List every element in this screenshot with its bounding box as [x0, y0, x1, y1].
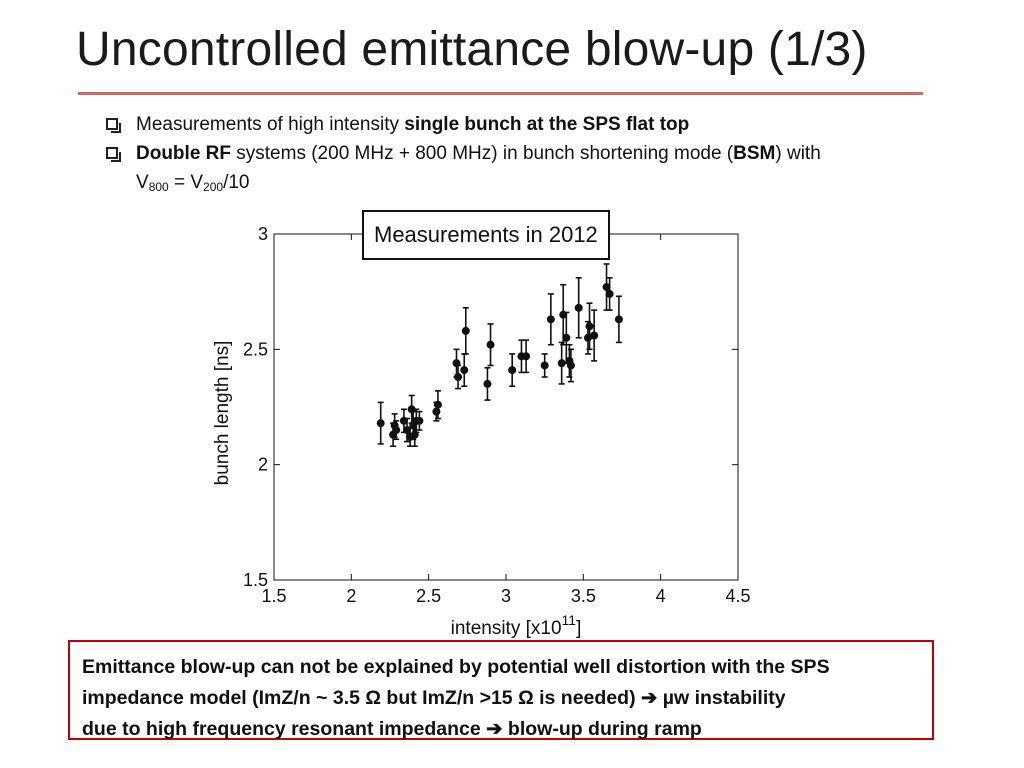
y-tick-label: 3: [258, 224, 268, 244]
y-tick-label: 2.5: [243, 339, 268, 359]
x-axis-label-exponent: 11: [562, 612, 577, 628]
formula-sub-200: 200: [203, 180, 224, 194]
conclusion-line-2: impedance model (ImZ/n ~ 3.5 Ω but ImZ/n…: [82, 683, 920, 714]
data-point: [562, 333, 571, 342]
conclusion-line-3: due to high frequency resonant impedance…: [82, 714, 920, 745]
checkbox-bullet-icon: [106, 147, 121, 162]
conclusion-line-3b: blow-up during ramp: [502, 718, 702, 740]
y-tick-label: 1.5: [243, 570, 268, 590]
formula-eq: = V: [168, 172, 204, 193]
data-point: [614, 315, 623, 324]
data-point: [574, 303, 583, 312]
conclusion-line-3a: due to high frequency resonant impedance: [82, 718, 487, 740]
bullet-item-2: Double RF systems (200 MHz + 800 MHz) in…: [104, 139, 984, 202]
x-tick-label: 1.5: [261, 586, 286, 606]
bullet-2-bold-1: Double RF: [136, 143, 231, 164]
data-point: [605, 289, 614, 298]
x-axis-label: intensity [x1011]: [451, 612, 582, 639]
bullet-item-1: Measurements of high intensity single bu…: [104, 110, 984, 139]
chart-legend: Measurements in 2012: [362, 210, 610, 260]
data-point: [540, 361, 549, 370]
x-axis-label-close: ]: [576, 618, 581, 639]
data-point: [432, 407, 441, 416]
formula-sub-800: 800: [148, 180, 169, 194]
conclusion-line-2a: impedance model (ImZ/n ~ 3.5 Ω but ImZ/n…: [82, 687, 641, 709]
plot-frame: [273, 233, 739, 581]
slide-title: Uncontrolled emittance blow-up (1/3): [76, 23, 868, 76]
data-point: [486, 340, 495, 349]
data-point: [376, 419, 385, 428]
y-tick-label: 2: [258, 455, 268, 475]
data-point: [590, 331, 599, 340]
x-tick-label: 2: [346, 586, 356, 606]
data-point: [585, 322, 594, 331]
x-tick-label: 4.5: [725, 586, 750, 606]
x-axis-label-main: intensity [x10: [451, 618, 562, 639]
x-tick-label: 4: [656, 586, 666, 606]
bullet-2-text-1: systems (200 MHz + 800 MHz) in bunch sho…: [231, 143, 734, 164]
chart-canvas: 1.5 2 2.5 3 3.5 4 4.5 1.5 2 2.5 3 intensity [x1011]…: [212, 224, 751, 639]
conclusion-line-1: Emittance blow-up can not be explained b…: [82, 656, 830, 678]
data-point: [415, 416, 424, 425]
bullet-1-bold: single bunch at the SPS flat top: [404, 114, 690, 135]
y-axis-label: bunch length [ns]: [212, 341, 233, 486]
data-point: [392, 426, 401, 435]
x-tick-label: 3.5: [571, 586, 596, 606]
scatter-chart: 1.5 2 2.5 3 3.5 4 4.5 1.5 2 2.5 3 intensity [x1011]…: [200, 206, 780, 646]
bullet-2-bold-2: BSM: [733, 143, 776, 164]
x-tick-label: 2.5: [416, 586, 441, 606]
arrow-right-icon: ➔: [640, 687, 658, 709]
data-point: [557, 359, 566, 368]
data-point: [454, 373, 463, 382]
data-point: [483, 379, 492, 388]
data-point: [522, 352, 531, 361]
conclusion-box: Emittance blow-up can not be explained b…: [68, 640, 934, 740]
checkbox-bullet-icon: [106, 118, 121, 133]
data-point: [546, 315, 555, 324]
conclusion-line-2b: µw instability: [657, 687, 786, 709]
data-point: [508, 366, 517, 375]
arrow-right-icon: ➔: [486, 718, 503, 740]
data-point: [460, 366, 469, 375]
bullet-list: Measurements of high intensity single bu…: [104, 110, 984, 202]
data-point: [461, 326, 470, 335]
title-divider: [78, 92, 923, 95]
x-tick-label: 3: [501, 586, 511, 606]
formula-v: V: [136, 172, 149, 193]
data-point: [433, 400, 442, 409]
data-point: [566, 361, 575, 370]
data-point: [602, 283, 611, 292]
bullet-2-text-2: ) with: [775, 143, 821, 164]
bullet-1-text: Measurements of high intensity: [136, 114, 405, 135]
formula-tail: /10: [223, 172, 250, 193]
